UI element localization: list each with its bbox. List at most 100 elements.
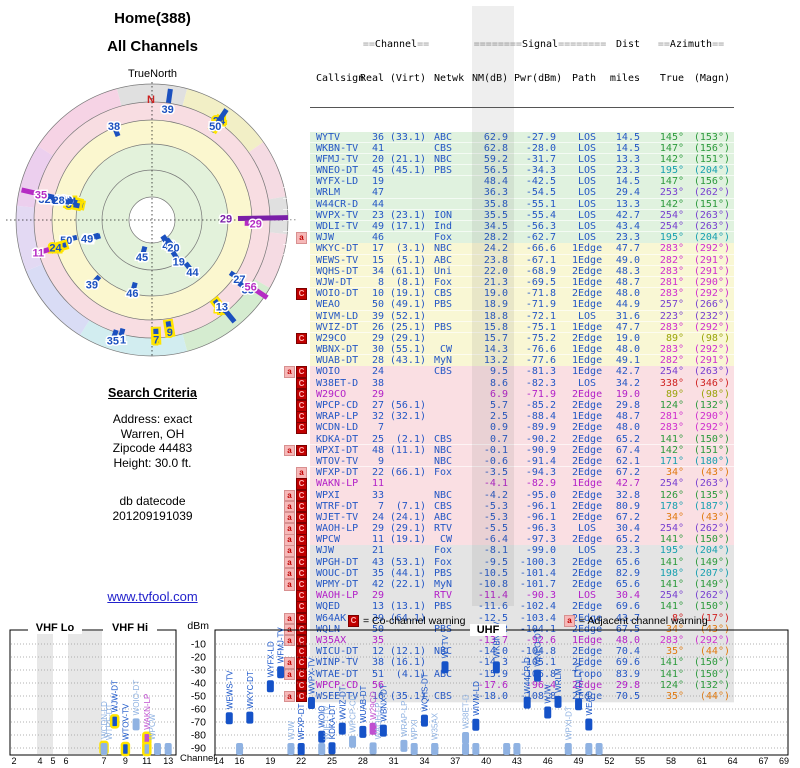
warning-badges [283,322,310,333]
radar-station-label: 38 [108,121,120,133]
chart-station [585,743,593,755]
chart-station-label: WQHS-DT [420,673,429,711]
chart-station-label: WKBN-TV [492,621,501,659]
radar-station-label: 33 [242,285,254,297]
chart-station-label: WEWS-TV [225,670,234,709]
table-row: a C WINP-TV 38 (16.1) -14.3 -105.1 2Edge 69.6 141… [283,657,800,670]
signal-strength-charts: -10-20-30-40-50-60-70-80-902 4 5 6 7 9 11 13 14 1… [9,621,789,766]
radar-station-label: 29 [220,214,232,226]
warning-badges: C [283,679,310,692]
table-row: WQHS-DT 34 (61.1) Uni 22.0 -68.9 2Edge 48.3 283°… [283,265,800,278]
group-header-signal: ========Signal======== [473,39,607,50]
col-path: Path [572,72,597,84]
chart-station: WKBN-TV [492,621,501,674]
co-channel-warning-badge: C [296,579,307,591]
chart-station: WEAO [585,691,594,731]
table-row: C WPCP-CD 27 (56.1) 5.7 -85.2 2Edge 29.8 124° (13… [283,400,800,413]
chart-station: WKYC-DT [246,671,255,724]
warning-badges [283,456,310,467]
warning-badges [283,221,310,232]
adjacent-warning-badge: a [284,545,295,557]
chart-station: WBNX-DT [379,684,388,737]
chart-station: WFXP-DT [297,703,306,755]
co-channel-warning-badge: C [296,400,307,412]
station-table: ==Channel== ========Signal======== Dist … [283,6,800,724]
chart-station-label: W35AX [431,712,440,740]
adjacent-warning-badge: a [284,690,295,703]
co-channel-warning-badge: C [296,388,307,401]
table-row: WYTV 36 (33.1) ABC 62.9 -27.9 LOS 14.5 145° (153… [283,131,800,143]
table-row: WNEO-DT 45 (45.1) PBS 56.5 -34.3 LOS 23.3 195°(… [283,165,800,177]
co-channel-warning-badge: C [296,601,307,613]
adjacent-warning-badge: a [296,232,307,244]
chart-station-label: W44CR-D [523,657,532,694]
chart-station: WNEO-DT [533,628,542,682]
chart-station-label: WTRF-DT [105,703,114,740]
warning-badges [283,266,310,277]
vhf-lo-title: VHF Lo [28,622,82,634]
co-channel-warning-badge: C [296,567,307,580]
table-row: WKBN-TV 41 CBS 62.8 -28.0 LOS 14.5 147° (156°) [283,142,800,155]
warning-badges [283,143,310,154]
radar-station-label: 45 [136,252,148,264]
table-row: C WICU-DT 12 (12.1) NBC -14.0 -104.8 2Edge 70.4 3… [283,646,800,659]
radar-station-label: 9 [167,327,173,339]
radar-station-label: 46 [126,288,138,300]
chart-station-label: KDKA-DT [328,704,337,739]
warning-badges: C [283,288,310,300]
tvfool-link[interactable]: www.tvfool.com [107,589,198,604]
chart-station-label: WPCP-CD [349,694,358,732]
chart-station: WOIO [318,705,327,743]
adjacent-warning-badge: a [284,657,295,669]
chart-station [431,743,439,755]
chart-station: WPCP-CD [349,694,358,748]
warning-badges: C [283,388,310,401]
table-row: WDLI-TV 49 (17.1) Ind 34.5 -56.3 LOS 43.4 254°(… [283,221,800,233]
svg-text:13: 13 [163,756,173,766]
table-row: W44CR-D 44 35.8 -55.1 LOS 13.3 142° (151°) [283,198,800,211]
svg-text:-50: -50 [191,691,206,703]
adjacent-channel-badge: a [564,615,575,627]
adjacent-channel-legend: a = Adjacent channel warning [563,615,708,627]
col-true: True [659,72,684,84]
chart-station-label: WPXI [410,720,419,740]
chart-station-label: W29CO [369,691,378,719]
chart-station: WRLM [554,668,563,708]
chart-station: WJW [287,720,296,755]
co-channel-warning-badge: C [296,523,307,535]
chart-station: WVPX-TV [307,657,316,710]
table-row: WYFX-LD 19 48.4 -42.5 LOS 14.5 147° (156°) [283,176,800,188]
radar-station-label: 39 [86,279,98,291]
radar-wedge [254,232,288,288]
table-row: C WAKN-LP 11 -4.1 -82.9 1Edge 42.7 254° (263°) [283,478,800,491]
adjacent-warning-badge: a [284,511,295,524]
co-channel-warning-badge: C [296,534,307,546]
radar-station-label: 7 [153,335,159,347]
co-channel-warning-badge: C [296,679,307,692]
warning-badges [283,355,310,366]
dbm-axis-label: dBm [187,620,209,632]
co-channel-warning-badge: C [296,612,307,625]
svg-text:-40: -40 [191,678,206,690]
table-row: C W29CO 29 (29.1) 15.7 -75.2 2Edge 19.0 89° (98°) [283,332,800,346]
chart-station-label: WNEO-DT [533,628,542,666]
radar-chart: N364120451947442349461715348105039262930… [6,82,298,358]
chart-station: W44CR-D [523,657,532,709]
table-row: C WOIO-DT 10 (19.1) CBS 19.0 -71.8 2Edge 48.0 283… [283,288,800,301]
radar-station: 13 [214,300,237,324]
chart-station-label: WTOV-TV [121,703,130,740]
table-row: a C WPCW 11 (19.1) CW -6.4 -97.3 2Edge 65.2 141°(… [283,534,800,547]
warning-badges [283,165,310,176]
adjacent-warning-badge: a [284,579,295,591]
table-row: a C WPGH-DT 43 (53.1) Fox -9.5 -100.3 2Edge 65.6 1… [283,556,800,570]
col-pwr: Pwr(dBm) [514,72,563,84]
chart-station-label: WOIO-DT [132,680,141,716]
chart-station-label: WYFX-LD [266,641,275,677]
